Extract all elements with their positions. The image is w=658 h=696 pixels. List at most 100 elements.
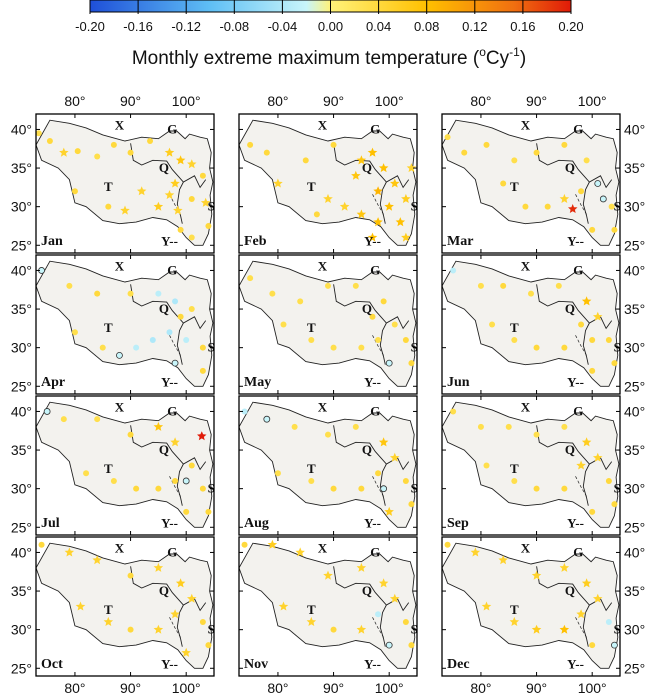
province-boundary <box>176 463 184 506</box>
station-marker <box>358 344 365 351</box>
station-marker <box>559 562 570 572</box>
station-marker <box>531 624 542 634</box>
station-marker <box>408 360 415 367</box>
station-marker <box>46 138 53 145</box>
plateau-outline <box>238 260 417 387</box>
river-line <box>169 194 181 215</box>
station-marker <box>533 149 540 156</box>
region-label-s: S <box>614 481 621 496</box>
province-boundary <box>582 322 590 365</box>
station-marker <box>605 477 612 484</box>
province-boundary <box>582 463 590 506</box>
station-marker <box>593 311 603 321</box>
station-marker <box>477 423 484 430</box>
station-marker <box>561 141 568 148</box>
station-marker <box>175 578 186 588</box>
station-marker <box>483 141 490 148</box>
region-label-g: G <box>370 121 380 136</box>
lat-tick-label: 40° <box>624 403 645 419</box>
station-marker <box>390 178 400 188</box>
station-marker <box>136 186 147 196</box>
panel-frame <box>441 113 621 254</box>
station-marker <box>605 618 612 625</box>
station-marker <box>205 508 212 515</box>
panel-mar: X G Q T S Y-- Mar 80° 90° 100° 40° 35° 30° 25° <box>441 93 645 254</box>
panel-grid: X G Q T S Y-- Jan 80° 90° 100° 40° 35° 30° 25° X G Q T S Y-… <box>11 93 645 696</box>
station-marker <box>323 193 333 203</box>
month-label: Jun <box>447 375 470 390</box>
station-marker <box>593 452 603 462</box>
region-label-s: S <box>208 481 215 496</box>
colorbar-tick-label: 0.12 <box>462 19 487 34</box>
colorbar-tick-label: -0.04 <box>268 19 298 34</box>
lon-tick-label: 90° <box>120 680 141 696</box>
lat-tick-label: 25° <box>624 237 645 253</box>
station-marker <box>181 647 191 657</box>
station-marker <box>133 485 140 492</box>
river-line <box>372 617 384 638</box>
station-marker <box>352 282 359 289</box>
station-marker <box>66 282 73 289</box>
station-marker <box>205 642 212 649</box>
station-marker <box>64 547 75 557</box>
province-boundary <box>379 604 387 647</box>
station-marker <box>59 147 69 157</box>
station-marker <box>533 344 540 351</box>
station-marker <box>172 477 179 484</box>
station-marker <box>401 232 411 242</box>
colorbar-tick-label: -0.12 <box>171 19 201 34</box>
lat-tick-label: 30° <box>624 340 645 356</box>
region-label-y: Y-- <box>364 233 381 248</box>
station-marker <box>352 423 359 430</box>
region-label-q: Q <box>362 583 372 598</box>
panel-frame <box>35 113 215 254</box>
plateau-outline <box>441 119 620 246</box>
station-marker <box>173 205 183 215</box>
station-marker <box>127 290 134 297</box>
station-marker <box>60 416 67 423</box>
station-marker <box>408 642 415 649</box>
river-line <box>575 335 587 356</box>
station-marker <box>378 163 389 173</box>
province-boundary <box>536 143 613 189</box>
region-label-q: Q <box>159 301 169 316</box>
panel-frame <box>35 254 215 395</box>
plateau-outline <box>35 260 214 387</box>
province-boundary <box>130 284 207 330</box>
river-line <box>575 194 587 215</box>
station-marker <box>177 226 184 233</box>
region-label-x: X <box>115 258 125 273</box>
region-label-x: X <box>318 258 328 273</box>
panel-frame <box>238 113 418 254</box>
lat-tick-label: 25° <box>11 237 32 253</box>
station-marker <box>153 624 164 634</box>
station-marker <box>351 170 361 180</box>
station-marker <box>406 163 417 173</box>
lat-tick-label: 25° <box>624 660 645 676</box>
station-marker <box>380 485 388 493</box>
station-marker <box>369 313 376 320</box>
station-marker <box>278 601 289 611</box>
station-marker <box>581 437 592 447</box>
station-marker <box>561 423 568 430</box>
station-marker <box>182 477 190 485</box>
province-boundary <box>333 566 410 612</box>
region-label-g: G <box>573 262 583 277</box>
station-marker <box>164 190 175 200</box>
station-marker <box>589 336 596 343</box>
river-line <box>169 476 181 497</box>
region-label-x: X <box>521 258 531 273</box>
region-label-g: G <box>370 262 380 277</box>
station-marker <box>390 593 400 603</box>
station-marker <box>188 306 195 313</box>
region-label-s: S <box>208 199 215 214</box>
lat-tick-label: 30° <box>11 340 32 356</box>
station-marker <box>280 321 287 328</box>
station-marker <box>103 616 114 626</box>
station-marker <box>375 611 382 618</box>
station-marker <box>38 541 45 548</box>
station-marker <box>402 477 409 484</box>
station-marker <box>444 134 451 141</box>
station-marker <box>375 336 382 343</box>
